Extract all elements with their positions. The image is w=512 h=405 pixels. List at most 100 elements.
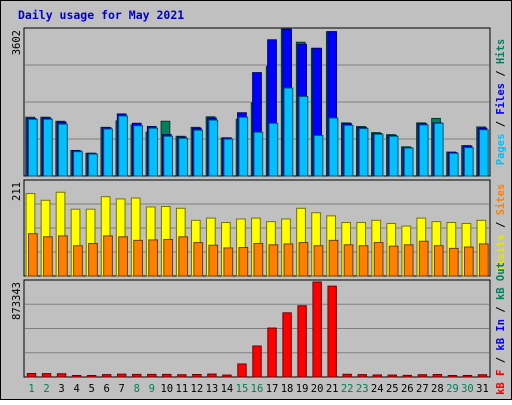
x-tick-label: 4: [73, 383, 79, 395]
bar-pages: [388, 135, 399, 177]
bar-sites: [328, 239, 339, 277]
panel-visits-sites: 211 Visits / Sites: [11, 179, 507, 277]
bar-kb-f: [41, 373, 52, 378]
bar-pages: [478, 129, 489, 177]
bar-sites: [43, 236, 53, 277]
legend-label: kB F: [495, 370, 507, 395]
x-tick-label: 29: [446, 383, 459, 395]
bar-sites: [208, 244, 219, 277]
legend-label: Pages: [495, 134, 507, 166]
panel-hits-files-pages: 3602 Pages / Files / Hits: [11, 27, 507, 177]
panel-scale-label: 211: [11, 182, 23, 201]
bar-pages: [268, 122, 279, 177]
x-tick-label: 18: [281, 383, 294, 395]
x-tick-label: 12: [191, 383, 204, 395]
bar-pages: [433, 122, 444, 177]
x-tick-label: 30: [461, 383, 474, 395]
bar-kb-f: [447, 375, 458, 378]
bar-sites: [223, 247, 234, 277]
x-tick-label: 5: [88, 383, 94, 395]
x-tick-label: 15: [236, 383, 249, 395]
bar-kb-f: [387, 374, 397, 378]
bar-kb-f: [432, 374, 443, 378]
bar-pages: [88, 153, 98, 177]
x-tick-label: 10: [160, 383, 173, 395]
bar-sites: [388, 245, 399, 277]
bar-pages: [238, 116, 249, 177]
bar-kb-f: [207, 373, 217, 378]
x-tick-label: 31: [476, 383, 489, 395]
bar-sites: [358, 245, 369, 277]
bar-sites: [448, 247, 459, 277]
legend-label: Files: [495, 83, 507, 115]
bar-kb-f: [71, 375, 82, 378]
x-tick-label: 17: [266, 383, 279, 395]
x-tick-label: 8: [134, 383, 140, 395]
bar-kb-f: [372, 374, 382, 378]
bar-sites: [193, 242, 204, 277]
bar-pages: [313, 134, 324, 177]
bar-kb-f: [86, 375, 97, 378]
x-tick-label: 13: [206, 383, 219, 395]
bar-kb-f: [222, 374, 232, 378]
bar-pages: [193, 129, 204, 177]
bar-kb-f: [342, 373, 352, 378]
legend-separator: /: [495, 351, 507, 370]
bar-sites: [268, 244, 279, 277]
chart-title: Daily usage for May 2021: [18, 8, 184, 22]
bar-kb-f: [101, 374, 112, 378]
bar-kb-f: [252, 345, 262, 378]
bar-sites: [238, 246, 249, 277]
bar-pages: [463, 147, 474, 177]
x-tick-label: 6: [104, 383, 110, 395]
x-tick-label: 7: [119, 383, 125, 395]
bar-pages: [28, 118, 38, 177]
bar-kb-f: [417, 374, 428, 378]
bar-kb-f: [462, 374, 473, 378]
bar-pages: [118, 115, 128, 177]
bar-pages: [343, 124, 354, 177]
bar-pages: [298, 96, 309, 177]
bar-sites: [283, 243, 294, 277]
legend-separator: /: [495, 115, 507, 134]
legend-separator: /: [495, 300, 507, 319]
bar-kb-f: [26, 373, 37, 378]
legend-label: Hits: [495, 39, 507, 64]
bar-kb-f: [56, 373, 67, 378]
bar-kb-f: [117, 373, 127, 378]
bar-sites: [343, 244, 354, 277]
bar-kb-f: [282, 312, 292, 378]
x-tick-label: 1: [28, 383, 34, 395]
x-tick-label: 22: [341, 383, 354, 395]
bar-pages: [43, 118, 53, 177]
bar-pages: [418, 124, 429, 177]
bar-kb-f: [162, 373, 172, 378]
bar-sites: [88, 242, 98, 277]
bar-sites: [178, 236, 189, 277]
bar-sites: [478, 243, 489, 277]
panel-scale-label: 873343: [11, 282, 23, 320]
bar-pages: [373, 133, 384, 177]
bar-kb-f: [147, 373, 157, 378]
bar-sites: [73, 245, 83, 277]
x-tick-label: 27: [416, 383, 429, 395]
bar-kb-f: [357, 374, 367, 378]
bar-sites: [298, 242, 309, 277]
bar-sites: [103, 235, 113, 277]
x-tick-label: 14: [221, 383, 234, 395]
bar-pages: [73, 151, 83, 177]
bar-pages: [133, 125, 143, 177]
x-tick-label: 23: [356, 383, 369, 395]
panel-series-legend: Visits / Sites: [495, 184, 507, 273]
bar-pages: [223, 138, 234, 177]
x-tick-label: 25: [386, 383, 399, 395]
bar-kb-f: [327, 285, 337, 378]
bar-kb-f: [192, 374, 202, 378]
legend-label: Visits: [495, 234, 507, 272]
bar-pages: [253, 131, 264, 177]
bar-kb-f: [477, 374, 488, 378]
bar-pages: [448, 152, 459, 177]
